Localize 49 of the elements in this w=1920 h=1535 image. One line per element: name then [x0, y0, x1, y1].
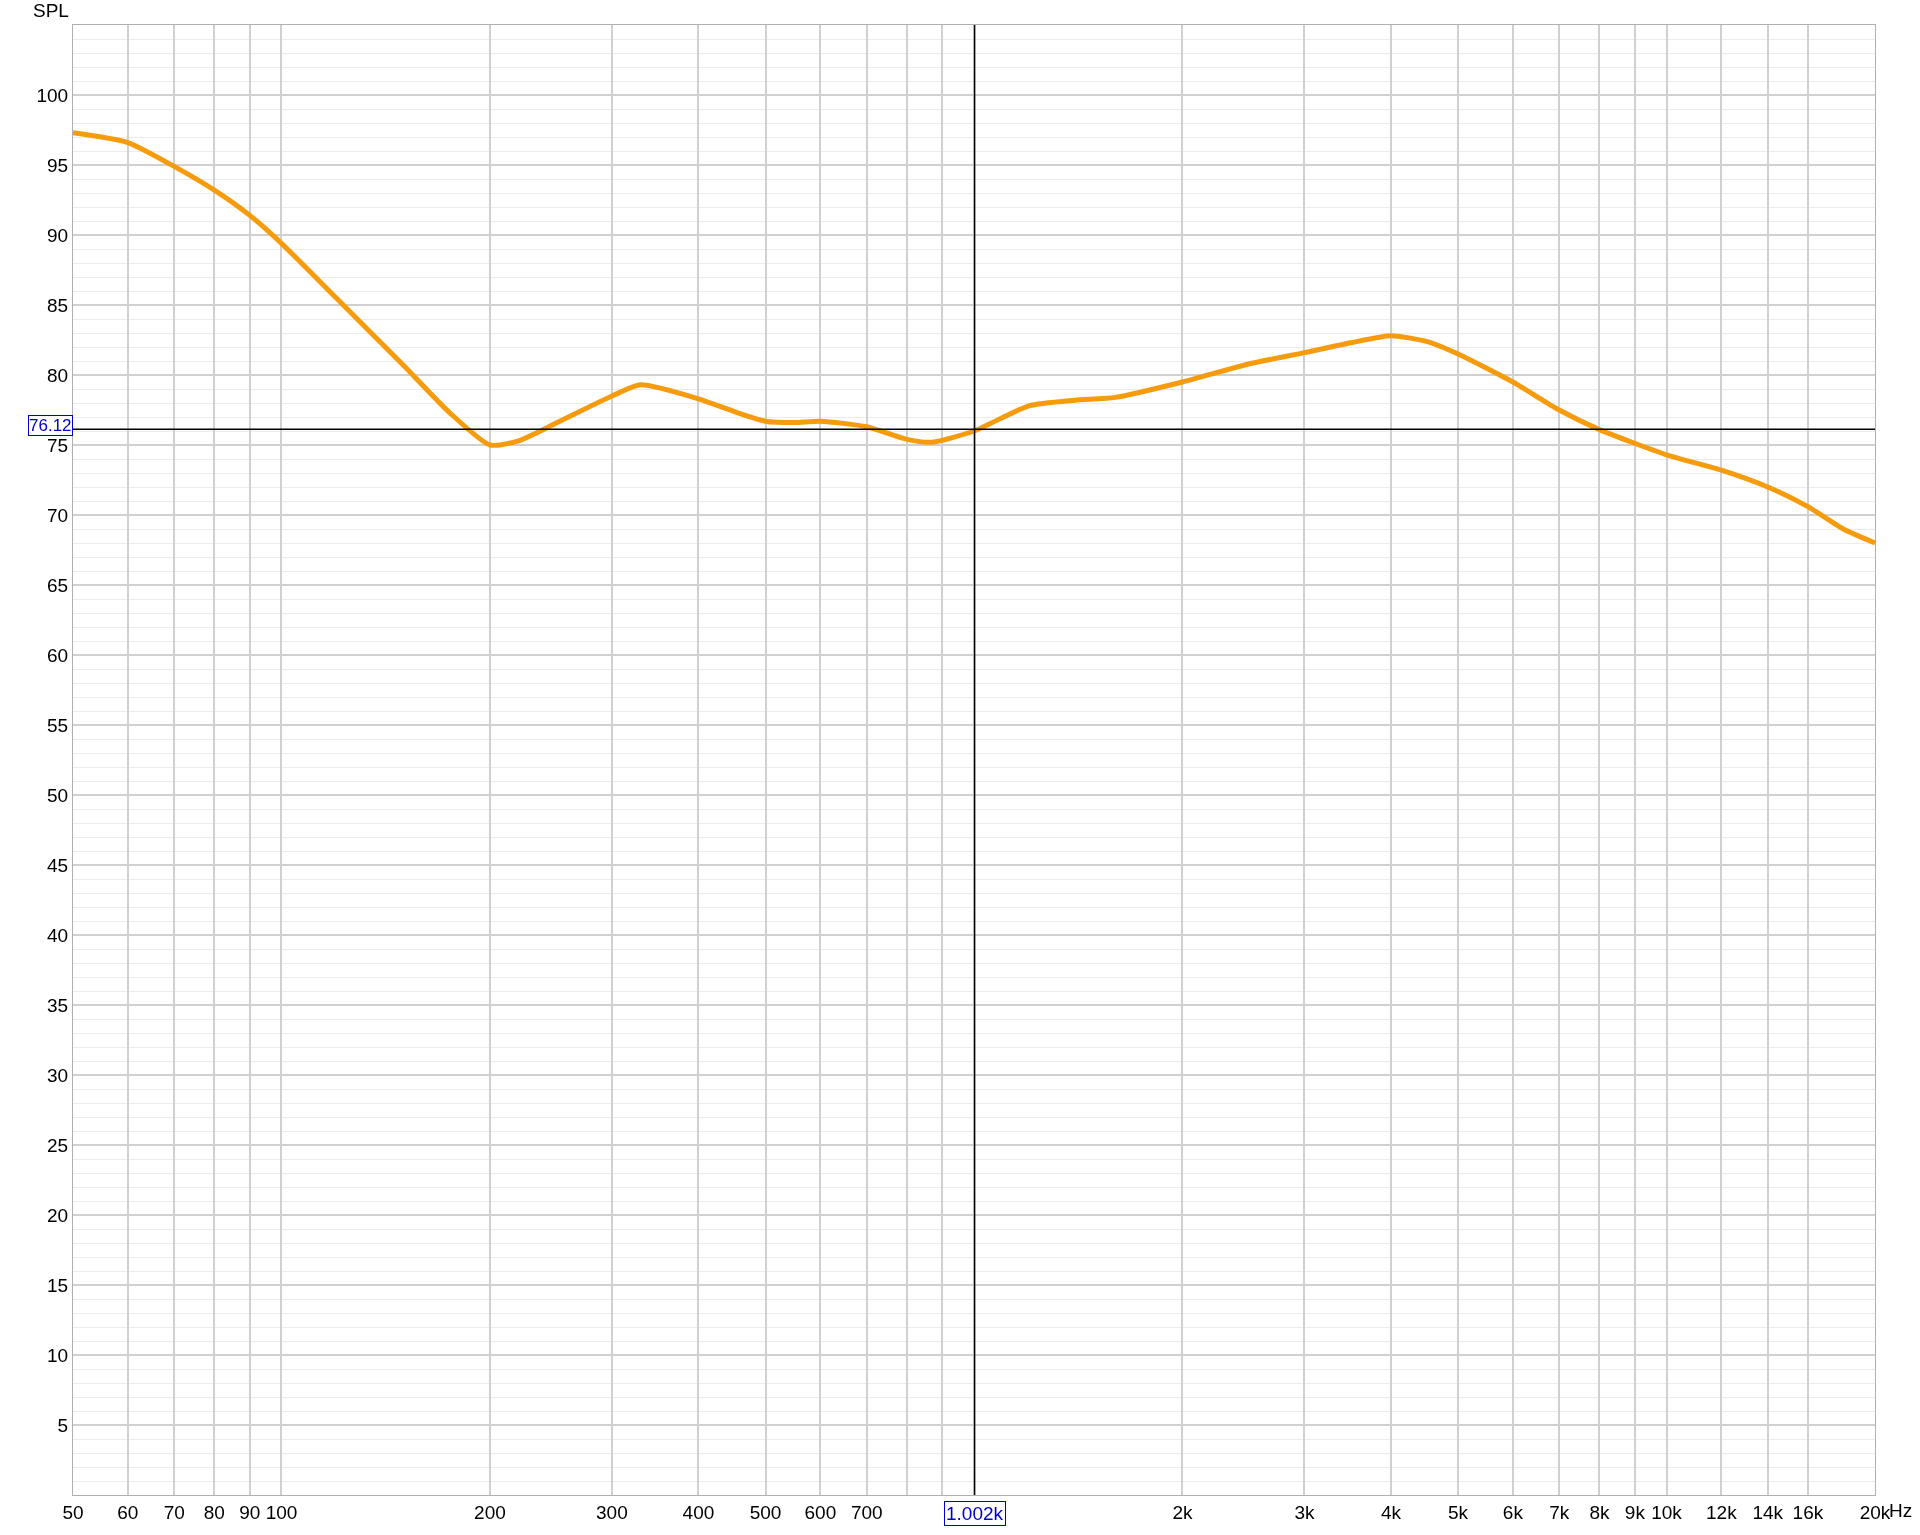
y-tick-label: 40 — [47, 924, 69, 946]
x-tick-label: 7k — [1549, 1501, 1570, 1523]
x-tick-label: 5k — [1448, 1501, 1469, 1523]
y-tick-label: 10 — [47, 1344, 69, 1366]
x-tick-label: 16k — [1792, 1501, 1824, 1523]
x-tick-label: 400 — [682, 1501, 715, 1523]
x-tick-label: 700 — [850, 1501, 883, 1523]
x-tick-label: 8k — [1589, 1501, 1610, 1523]
y-tick-label: 100 — [36, 84, 69, 106]
x-tick-label: 3k — [1294, 1501, 1315, 1523]
x-tick-label: 200 — [474, 1501, 506, 1523]
x-tick-label: 20k — [1859, 1501, 1891, 1523]
ref-line-label: 76.12 — [29, 416, 72, 435]
x-tick-label: 14k — [1752, 1501, 1784, 1523]
x-tick-label: 50 — [62, 1501, 84, 1523]
x-tick-label: 70 — [163, 1501, 185, 1523]
y-tick-label: 35 — [47, 994, 69, 1016]
y-tick-label: 55 — [47, 714, 69, 736]
x-tick-label: 500 — [749, 1501, 782, 1523]
x-tick-label: 12k — [1706, 1501, 1738, 1523]
y-tick-label: 60 — [47, 644, 69, 666]
y-axis-title: SPL — [33, 0, 69, 21]
y-tick-label: 90 — [47, 224, 69, 246]
x-tick-label: 300 — [596, 1501, 628, 1523]
x-tick-label: 600 — [804, 1501, 837, 1523]
y-tick-label: 20 — [47, 1204, 69, 1226]
x-tick-label: 60 — [117, 1501, 139, 1523]
x-tick-label: 100 — [265, 1501, 298, 1523]
x-tick-label: 6k — [1502, 1501, 1524, 1523]
y-tick-label: 45 — [47, 854, 69, 876]
y-tick-label: 85 — [47, 294, 69, 316]
y-tick-label: 95 — [47, 154, 69, 176]
ref-line-label: 1.002k — [946, 1503, 1004, 1524]
x-axis-title: Hz — [1889, 1500, 1913, 1521]
y-tick-label: 65 — [47, 574, 69, 596]
y-tick-label: 80 — [47, 364, 69, 386]
y-tick-label: 75 — [47, 434, 69, 456]
x-tick-label: 2k — [1172, 1501, 1193, 1523]
x-tick-label: 80 — [203, 1501, 225, 1523]
x-tick-label: 4k — [1380, 1501, 1402, 1523]
x-tick-label: 90 — [239, 1501, 261, 1523]
y-tick-label: 5 — [57, 1414, 69, 1436]
y-tick-label: 25 — [47, 1134, 69, 1156]
y-tick-label: 70 — [47, 504, 69, 526]
y-tick-label: 15 — [47, 1274, 69, 1296]
y-tick-label: 50 — [47, 784, 69, 806]
x-tick-label: 10k — [1651, 1501, 1683, 1523]
x-tick-label: 9k — [1624, 1501, 1646, 1523]
y-tick-label: 30 — [47, 1064, 69, 1086]
